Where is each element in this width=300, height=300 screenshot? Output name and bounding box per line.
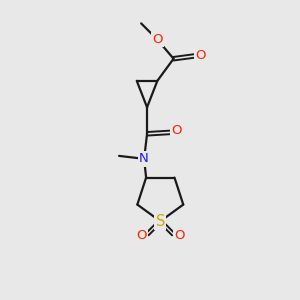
Text: S: S (156, 214, 165, 229)
Text: O: O (196, 49, 206, 62)
Text: O: O (174, 229, 184, 242)
Text: N: N (139, 152, 149, 165)
Text: O: O (171, 124, 182, 137)
Text: O: O (152, 33, 163, 46)
Text: O: O (136, 229, 147, 242)
